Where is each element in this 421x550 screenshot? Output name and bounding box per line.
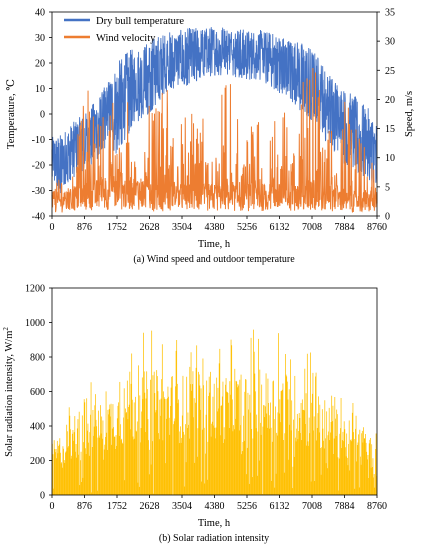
y-tick-label: 40 (35, 8, 45, 19)
chart-a-plot-area (51, 27, 378, 213)
y-tick-label: 800 (30, 353, 45, 364)
y-tick-label: -10 (32, 135, 45, 146)
y-tick-label: -40 (32, 212, 45, 223)
x-tick-label: 7884 (335, 222, 355, 233)
x-tick-label: 0 (50, 501, 55, 512)
wind-line (51, 67, 378, 213)
x-tick-label: 1752 (107, 222, 127, 233)
y2-tick-label: 35 (385, 8, 395, 19)
chart-a-x-ticks: 0 876 1752 2628 3504 4380 5256 6132 7008 7884 8760 (50, 216, 387, 233)
y-tick-label: 0 (40, 491, 45, 502)
x-tick-label: 2628 (140, 222, 160, 233)
x-tick-label: 3504 (172, 501, 192, 512)
x-tick-label: 1752 (107, 501, 127, 512)
y-tick-label: 10 (35, 84, 45, 95)
chart-a-temperature-series (51, 27, 378, 194)
chart-a-wind-series (51, 67, 378, 213)
x-tick-label: 8760 (367, 501, 387, 512)
y2-tick-label: 30 (385, 37, 395, 48)
y2-tick-label: 5 (385, 182, 390, 193)
x-tick-label: 6132 (270, 222, 290, 233)
y-tick-label: 400 (30, 422, 45, 433)
y-tick-label: 200 (30, 456, 45, 467)
y2-tick-label: 25 (385, 66, 395, 77)
chart-b-caption: (b) Solar radiation intensity (159, 533, 269, 544)
chart-a-y-ticks: -40 -30 -20 -10 0 10 20 30 40 (32, 8, 52, 223)
x-tick-label: 876 (77, 222, 92, 233)
y2-tick-label: 20 (385, 95, 395, 106)
y2-tick-label: 0 (385, 212, 390, 223)
chart-a-legend: Dry bull temperature Wind velocity (64, 16, 184, 44)
legend-label-wind: Wind velocity (96, 33, 156, 44)
legend-label-temperature: Dry bull temperature (96, 16, 184, 27)
y-tick-label: 600 (30, 387, 45, 398)
chart-b-y-ticks: 0 200 400 600 800 1000 1200 (25, 284, 52, 502)
x-tick-label: 8760 (367, 222, 387, 233)
x-tick-label: 5256 (237, 222, 257, 233)
x-tick-label: 6132 (270, 501, 290, 512)
y2-tick-label: 15 (385, 124, 395, 135)
chart-a-caption: (a) Wind speed and outdoor temperature (133, 254, 295, 265)
x-tick-label: 5256 (237, 501, 257, 512)
chart-b-x-ticks: 0 876 1752 2628 3504 4380 5256 6132 7008 7884 8760 (50, 495, 387, 512)
chart-a-y2label: Speed, m/s (404, 91, 415, 137)
chart-b-plot-area (51, 329, 378, 495)
x-tick-label: 7008 (302, 222, 322, 233)
x-tick-label: 0 (50, 222, 55, 233)
y-tick-label: 30 (35, 33, 45, 44)
chart-b: 0 876 1752 2628 3504 4380 5256 6132 7008 7884 8760… (2, 284, 387, 545)
temperature-line (51, 27, 378, 194)
chart-a-xlabel: Time, h (198, 239, 231, 250)
y-tick-label: 20 (35, 59, 45, 70)
chart-b-xlabel: Time, h (198, 518, 231, 529)
x-tick-label: 3504 (172, 222, 192, 233)
x-tick-label: 876 (77, 501, 92, 512)
x-tick-label: 7008 (302, 501, 322, 512)
y-tick-label: -30 (32, 186, 45, 197)
chart-a: 0 876 1752 2628 3504 4380 5256 6132 7008 7884 8760… (6, 8, 415, 266)
y-tick-label: 1000 (25, 318, 45, 329)
y-tick-label: 0 (40, 110, 45, 121)
y-tick-label: 1200 (25, 284, 45, 295)
chart-b-ylabel: Solar radiation intensity, W/m2 (2, 327, 15, 457)
chart-b-ylabel-text: Solar radiation intensity, W/m (4, 331, 15, 457)
x-tick-label: 4380 (205, 501, 225, 512)
x-tick-label: 7884 (335, 501, 355, 512)
chart-b-ylabel-superscript: 2 (2, 327, 10, 331)
chart-a-ylabel: Temperature, ℃ (6, 79, 17, 149)
y2-tick-label: 10 (385, 153, 395, 164)
y-tick-label: -20 (32, 161, 45, 172)
x-tick-label: 4380 (205, 222, 225, 233)
x-tick-label: 2628 (140, 501, 160, 512)
chart-a-y2-ticks: 0 5 10 15 20 25 30 35 (377, 8, 395, 223)
